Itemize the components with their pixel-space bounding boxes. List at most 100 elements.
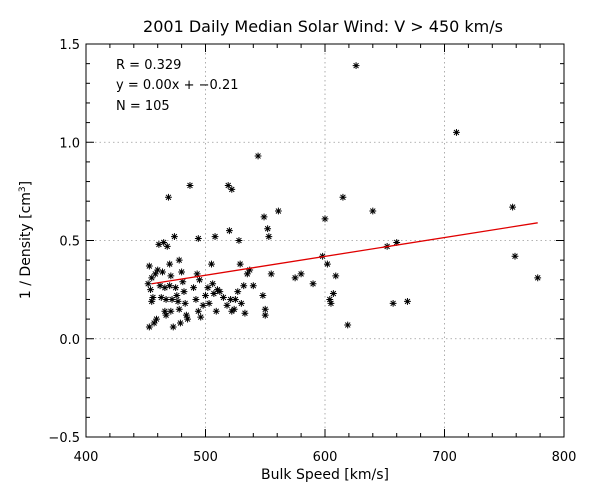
data-point [230,305,238,313]
y-tick-label: 1.5 [59,38,80,53]
data-point [369,207,377,215]
data-point [169,323,177,331]
x-tick-label: 500 [193,450,218,465]
data-point [265,233,273,240]
fit-line-group [151,222,538,285]
x-tick-label: 700 [432,450,457,465]
y-axis-label-close: ] [18,181,34,186]
data-point [160,239,168,246]
data-point [327,299,335,307]
data-point [237,299,245,307]
data-point [148,298,156,305]
data-point [509,203,517,211]
data-point [234,288,242,295]
data-point [246,266,254,274]
y-tick-label: 0.5 [59,235,80,250]
grid [86,44,564,437]
data-point [181,299,189,307]
y-axis-label-main: 1 / Density [cm [18,192,34,299]
y-tick-label: −0.5 [48,431,80,446]
data-point [404,298,411,305]
data-point [291,274,299,282]
data-point [329,290,337,297]
data-point [261,305,269,313]
data-point [204,284,212,292]
data-point [166,260,174,268]
data-point [148,274,156,282]
data-point [231,296,239,303]
data-point [166,282,174,290]
data-point [155,241,163,248]
data-point [196,276,203,284]
data-point [254,152,262,160]
data-point [205,299,213,307]
data-point [163,242,171,250]
data-point [267,270,275,278]
data-point [172,284,180,292]
data-point [236,260,244,268]
data-point [389,299,397,307]
x-tick-label: 600 [313,450,338,465]
data-point [235,237,243,244]
data-point [332,272,340,280]
x-tick-labels: 400 500 600 700 800 [74,450,577,465]
data-point [178,268,185,276]
data-point [175,256,183,264]
data-point [154,266,162,274]
data-point [162,296,170,303]
data-point [174,298,182,305]
data-point [151,270,159,278]
data-point [393,239,401,246]
data-point [249,282,257,290]
data-point [167,272,175,280]
plot-frame [85,43,565,438]
data-point [212,307,220,315]
y-tick-label: 1.0 [59,136,80,151]
stat-fit-equation: y = 0.00x + −0.21 [116,78,238,93]
data-point [344,321,352,329]
stat-r: R = 0.329 [116,58,181,73]
data-point [194,235,202,242]
data-point [241,309,249,317]
data-point [227,296,234,303]
data-point [323,260,331,268]
data-point [161,307,169,315]
y-tick-labels: −0.5 0.0 0.5 1.0 1.5 [48,38,80,446]
data-point [228,186,236,193]
data-point [161,284,169,292]
data-point [321,215,329,223]
data-point [194,307,202,315]
data-point [274,207,282,215]
data-point [453,129,460,136]
regression-line [151,222,538,285]
data-point [186,182,194,189]
data-point [150,319,158,327]
y-axis-label-superscript: 3 [18,186,28,192]
data-point [182,311,190,319]
data-point [157,294,165,301]
x-tick-label: 400 [74,450,99,465]
data-point [175,305,183,313]
data-point [534,274,542,282]
data-point [208,260,215,268]
data-point [264,225,272,233]
data-point [159,268,166,276]
data-point [144,280,152,288]
stat-n: N = 105 [116,99,170,114]
data-point [153,315,160,323]
data-point [162,311,170,319]
data-point [326,296,334,303]
stats-box: R = 0.329 y = 0.00x + −0.21 N = 105 [116,58,238,114]
data-point [202,292,209,299]
data-point [184,315,191,323]
data-point [309,280,317,288]
data-point [216,288,224,295]
data-point [173,292,181,299]
data-point [177,319,184,327]
data-point [261,311,269,319]
data-point [511,252,519,260]
data-point [179,278,187,286]
data-point [211,233,219,240]
y-tick-label: 0.0 [59,333,80,348]
